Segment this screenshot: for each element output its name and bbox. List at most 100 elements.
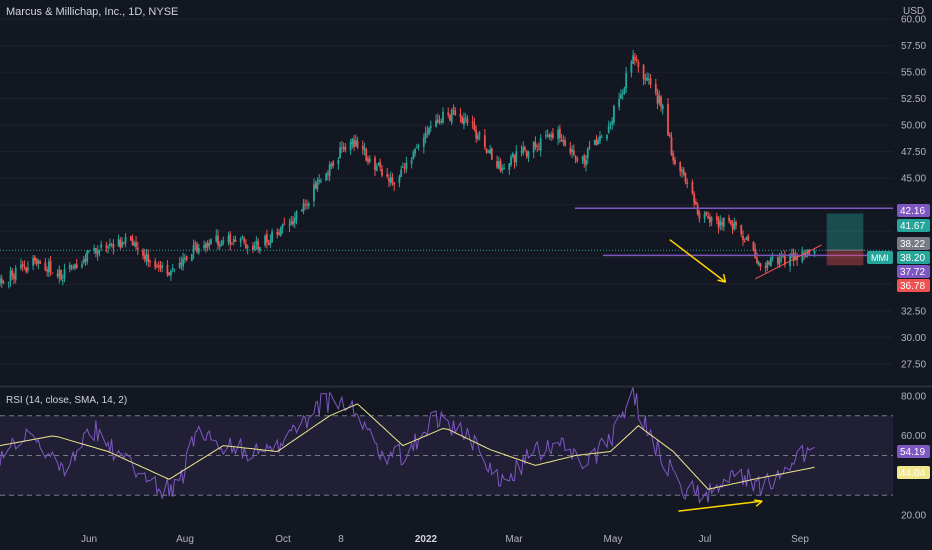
candle-body [149, 261, 151, 263]
candle-body [501, 168, 504, 171]
candle-body [660, 96, 662, 107]
candle-body [288, 224, 291, 226]
candle-body [813, 250, 816, 254]
candle-body [571, 149, 573, 153]
profit-zone [826, 213, 864, 251]
candle-body [545, 135, 547, 137]
rsi-indicator-label[interactable]: RSI (14, close, SMA, 14, 2) [6, 395, 128, 406]
candle-body [368, 158, 371, 162]
candle-body [635, 59, 638, 61]
candle-body [522, 146, 525, 154]
candle-body [674, 159, 676, 165]
candle-body [593, 139, 596, 145]
candle-body [642, 65, 645, 80]
candle-body [562, 140, 565, 143]
candle-body [611, 120, 614, 125]
candle-body [210, 239, 212, 245]
candle-body [96, 251, 99, 255]
candle-body [325, 173, 328, 181]
candle-body [135, 242, 137, 247]
candle-body [82, 259, 85, 263]
candle-body [110, 244, 113, 246]
price-tag-bg [897, 219, 930, 232]
candle-body [11, 270, 14, 276]
candle-body [46, 269, 48, 272]
candle-body [771, 257, 774, 259]
candle-body [569, 147, 572, 153]
candle-body [218, 245, 221, 247]
candle-body [442, 111, 444, 123]
candle-body [74, 264, 76, 269]
candle-body [668, 134, 671, 137]
candle-body [464, 117, 467, 119]
candle-body [304, 204, 307, 206]
candle-body [206, 242, 209, 248]
candle-body [511, 153, 514, 157]
candle-body [9, 270, 12, 282]
candle-body [405, 162, 408, 169]
candle-body [808, 249, 811, 256]
candles [0, 49, 816, 289]
candle-body [422, 137, 425, 147]
candle-body [401, 166, 404, 168]
candle-body [121, 242, 123, 247]
candle-body [95, 248, 97, 254]
price-tag-text: 38.22 [900, 239, 925, 250]
candle-body [461, 117, 464, 124]
candle-body [246, 246, 249, 249]
candle-body [743, 240, 746, 242]
candle-body [510, 156, 512, 165]
candle-body [717, 218, 720, 228]
candle-body [154, 260, 157, 268]
candle-body [70, 265, 73, 267]
candle-body [705, 211, 708, 215]
candle-body [328, 164, 331, 176]
candle-body [686, 182, 689, 184]
candle-body [293, 217, 296, 223]
candle-body [313, 184, 315, 202]
price-tick-label: 47.50 [901, 147, 926, 158]
ticker-tag-bg [867, 251, 893, 264]
candle-body [86, 250, 89, 262]
candle-body [637, 62, 640, 67]
candle-body [698, 212, 701, 219]
candle-body [707, 215, 710, 219]
candle-body [367, 158, 369, 162]
candle-body [279, 227, 282, 236]
candle-body [241, 236, 244, 238]
ascending-trendline [754, 244, 822, 280]
candle-body [426, 131, 429, 133]
price-tag-bg [897, 204, 930, 217]
candle-body [607, 126, 610, 133]
candle-body [166, 264, 169, 275]
candle-body [679, 162, 682, 172]
candle-body [129, 236, 132, 241]
candle-body [801, 251, 804, 262]
candle-body [119, 240, 122, 248]
candle-body [731, 224, 734, 229]
candle-body [204, 243, 207, 248]
candle-body [20, 264, 22, 269]
candle-body [168, 272, 171, 276]
candle-body [255, 240, 258, 244]
candle-body [131, 238, 134, 246]
rsi-tag-bg [897, 445, 930, 458]
candle-body [534, 142, 537, 148]
candle-body [314, 183, 317, 189]
candle-body [783, 255, 786, 265]
time-tick-label: 2022 [415, 534, 438, 545]
candle-body [794, 255, 797, 261]
candle-body [21, 263, 24, 266]
loss-zone [826, 250, 864, 266]
candle-body [670, 136, 673, 155]
candle-body [487, 151, 490, 153]
rsi-tag-bg [897, 466, 930, 479]
price-tick-label: 57.50 [901, 41, 926, 52]
candle-body [253, 244, 256, 250]
candle-body [245, 243, 247, 249]
candle-body [185, 256, 188, 261]
candle-body [490, 148, 493, 160]
price-tag-text: 42.16 [900, 206, 925, 217]
candle-body [574, 155, 577, 159]
candle-body [51, 272, 54, 274]
